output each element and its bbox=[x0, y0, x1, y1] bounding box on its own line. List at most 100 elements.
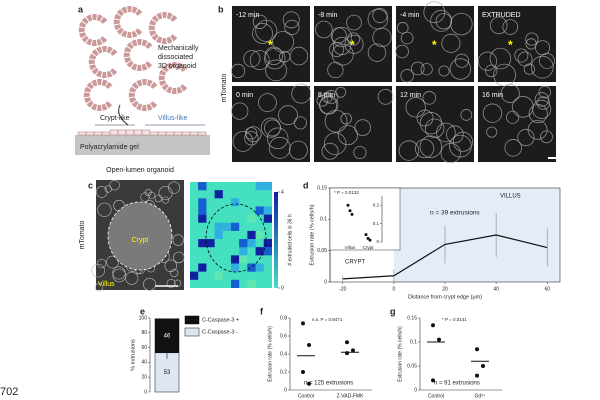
cell-outline bbox=[97, 202, 112, 217]
y-tick-label: 0.6 bbox=[280, 333, 287, 339]
y-tick-label: 100 bbox=[139, 315, 148, 321]
cell-outline bbox=[125, 271, 139, 285]
cell-outline bbox=[512, 96, 534, 118]
heatmap-cell bbox=[247, 279, 256, 288]
cell-outline bbox=[161, 196, 169, 204]
organoid-blob bbox=[88, 46, 118, 78]
cell-outline bbox=[525, 32, 539, 46]
cell-outline bbox=[104, 185, 112, 193]
micrograph bbox=[232, 86, 310, 162]
cell bbox=[149, 131, 159, 136]
cell bbox=[109, 129, 119, 136]
x-tick-label: 60 bbox=[544, 286, 550, 292]
y-tick-label: 0.2 bbox=[373, 202, 380, 207]
cell-outline bbox=[528, 104, 548, 124]
cell-outline bbox=[143, 277, 156, 291]
heatmap-cell bbox=[263, 206, 272, 215]
cell-outline bbox=[424, 118, 445, 139]
dot bbox=[475, 373, 479, 378]
cell-outline bbox=[540, 130, 553, 144]
heatmap-cell bbox=[239, 239, 248, 248]
region-label: CRYPT bbox=[345, 260, 366, 266]
panel-letter: b bbox=[218, 4, 224, 14]
crypt-outline bbox=[107, 201, 173, 271]
cell-outline bbox=[405, 97, 426, 118]
y-tick-label: 0 bbox=[324, 279, 327, 285]
heatmap-cell bbox=[255, 206, 264, 215]
frame-label: 8 min bbox=[318, 92, 335, 99]
cell-outline bbox=[268, 136, 291, 159]
panel-letter: d bbox=[303, 180, 309, 190]
dot bbox=[307, 343, 311, 347]
cell-outline bbox=[502, 19, 519, 35]
cell-outline bbox=[536, 96, 550, 110]
cell-outline bbox=[530, 55, 554, 79]
panel-letter: c bbox=[88, 180, 93, 190]
cell-outline bbox=[486, 126, 498, 138]
heatmap-cell bbox=[198, 263, 207, 272]
cell-outline bbox=[244, 131, 259, 146]
heatmap-cell bbox=[214, 271, 223, 280]
y-tick-label: 0.15 bbox=[407, 315, 417, 321]
heatmap-cell bbox=[255, 247, 264, 256]
cell bbox=[85, 131, 95, 136]
cell-outline bbox=[422, 91, 437, 105]
dot bbox=[481, 364, 485, 368]
cell-outline bbox=[504, 139, 523, 157]
villus-label: Villus bbox=[98, 281, 115, 288]
cell bbox=[101, 131, 111, 136]
dot bbox=[307, 381, 311, 386]
cell-outline bbox=[244, 127, 258, 140]
y-tick-label: 80 bbox=[141, 330, 147, 336]
dot bbox=[351, 348, 355, 353]
cell-outline bbox=[331, 43, 354, 66]
cell-outline bbox=[168, 181, 181, 194]
heatmap-cell bbox=[247, 263, 256, 272]
cell-outline bbox=[252, 14, 268, 29]
cell-outline bbox=[441, 33, 461, 53]
dot bbox=[431, 378, 435, 383]
cell-outline bbox=[489, 16, 508, 35]
y-tick-label: 0.4 bbox=[280, 351, 287, 357]
cell-outline bbox=[410, 61, 425, 76]
cell-outline bbox=[340, 112, 352, 125]
cell-outline bbox=[324, 89, 339, 105]
cell-outline bbox=[331, 26, 352, 48]
cell-outline bbox=[321, 142, 339, 160]
cell-outline bbox=[400, 69, 414, 83]
panel-letter: e bbox=[140, 306, 145, 316]
x-tick-label: 20 bbox=[442, 286, 448, 292]
cell-outline bbox=[532, 99, 552, 119]
note: n = 91 extrusions bbox=[434, 381, 480, 387]
crypt-label: Crypt-like bbox=[100, 115, 130, 122]
cell-outline bbox=[500, 83, 520, 103]
extrusion-marker: * bbox=[268, 38, 273, 52]
cell-outline bbox=[414, 138, 435, 159]
organoid-blob bbox=[78, 14, 108, 46]
frame-label: 12 min bbox=[400, 92, 421, 99]
heatmap-cell bbox=[231, 279, 240, 288]
cell-outline bbox=[367, 8, 389, 30]
heatmap-cell bbox=[198, 214, 207, 223]
heatmap-cell bbox=[263, 182, 272, 191]
cell-outline bbox=[266, 127, 289, 150]
dot bbox=[348, 209, 352, 213]
cell bbox=[181, 131, 191, 136]
heatmap-cell bbox=[263, 247, 272, 256]
cell-outline bbox=[166, 278, 176, 288]
cell-outline bbox=[95, 186, 108, 198]
panel-title: Open-lumen organoid bbox=[106, 167, 174, 174]
cell-outline bbox=[485, 64, 498, 78]
extrusion-marker: * bbox=[432, 38, 437, 52]
cell-outline bbox=[506, 110, 520, 124]
cell-outline bbox=[282, 11, 300, 29]
cell-outline bbox=[315, 20, 333, 39]
cell-outline bbox=[535, 40, 551, 56]
cell-outline bbox=[170, 268, 179, 278]
y-tick-label: 0.2 bbox=[280, 369, 287, 375]
heatmap-cell bbox=[255, 182, 264, 191]
caption-line: 3D organoid bbox=[158, 63, 196, 70]
x-tick-label: 0 bbox=[392, 286, 395, 292]
value-label: 46 bbox=[164, 333, 171, 339]
